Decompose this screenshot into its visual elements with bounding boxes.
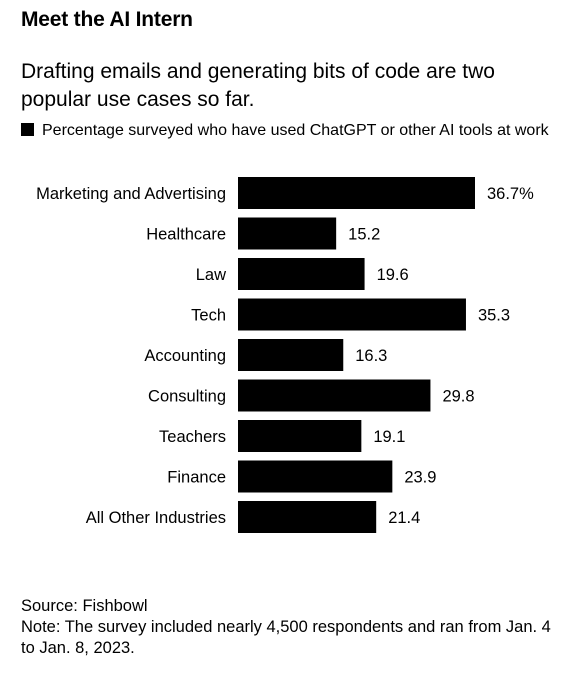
bar <box>238 379 431 412</box>
legend-label: Percentage surveyed who have used ChatGP… <box>42 122 549 139</box>
value-label: 21.4 <box>388 509 420 527</box>
source-note: Source: Fishbowl <box>21 597 148 615</box>
legend-swatch <box>21 123 34 136</box>
category-label: All Other Industries <box>86 509 226 527</box>
legend: Percentage surveyed who have used ChatGP… <box>21 120 566 142</box>
bar <box>238 420 362 452</box>
value-label: 16.3 <box>355 347 387 365</box>
chart-footer: Source: Fishbowl Note: The survey includ… <box>21 596 561 659</box>
category-label: Tech <box>191 307 226 325</box>
value-label: 15.2 <box>348 226 380 244</box>
category-label: Marketing and Advertising <box>36 185 226 203</box>
bar <box>238 258 365 290</box>
bar <box>238 339 344 371</box>
category-label: Healthcare <box>146 226 226 244</box>
survey-note: Note: The survey included nearly 4,500 r… <box>21 618 551 657</box>
value-label: 35.3 <box>478 307 510 325</box>
bar <box>238 298 466 331</box>
value-label: 19.6 <box>377 266 409 284</box>
bar <box>238 460 393 493</box>
bar-chart: Marketing and Advertising 36.7% Healthcare… <box>36 177 534 533</box>
category-label: Accounting <box>144 347 226 365</box>
chart-title: Meet the AI Intern <box>21 8 193 31</box>
chart-subtitle: Drafting emails and generating bits of c… <box>21 60 495 111</box>
bar <box>238 501 377 533</box>
category-label: Teachers <box>159 428 226 446</box>
bar <box>238 217 337 250</box>
value-label: 19.1 <box>373 428 405 446</box>
value-label: 23.9 <box>404 469 436 487</box>
value-label: 29.8 <box>442 388 474 406</box>
bar <box>238 177 475 209</box>
value-label: 36.7% <box>487 185 534 203</box>
category-label: Law <box>196 266 226 284</box>
category-label: Consulting <box>148 388 226 406</box>
category-label: Finance <box>167 469 226 487</box>
